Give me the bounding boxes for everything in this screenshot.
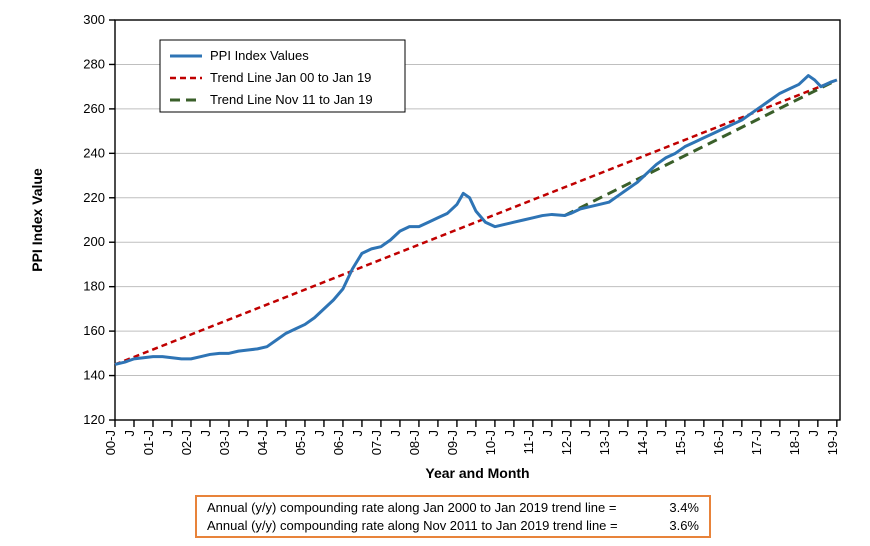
x-tick-label-minor: J xyxy=(768,430,783,437)
x-tick-label: 01-J xyxy=(141,430,156,455)
footer-row: Annual (y/y) compounding rate along Nov … xyxy=(207,517,699,535)
y-tick-label: 140 xyxy=(83,368,105,383)
x-tick-label-minor: J xyxy=(274,430,289,437)
x-tick-label: 10-J xyxy=(483,430,498,455)
x-tick-label: 17-J xyxy=(749,430,764,455)
y-tick-label: 260 xyxy=(83,101,105,116)
x-tick-label-minor: J xyxy=(578,430,593,437)
x-tick-label-minor: J xyxy=(654,430,669,437)
x-tick-label-minor: J xyxy=(122,430,137,437)
x-tick-label-minor: J xyxy=(540,430,555,437)
series-trend_late xyxy=(565,80,837,216)
x-tick-label-minor: J xyxy=(692,430,707,437)
footer-text: Annual (y/y) compounding rate along Jan … xyxy=(207,499,616,517)
ppi-chart: 120 140 160 180 200 220 240 260 280 300 00-J J 01-J J… xyxy=(0,0,870,490)
x-tick-label: 13-J xyxy=(597,430,612,455)
y-tick-label: 280 xyxy=(83,56,105,71)
x-tick-label-minor: J xyxy=(616,430,631,437)
x-tick-label: 11-J xyxy=(521,430,536,454)
x-tick-label-minor: J xyxy=(806,430,821,437)
x-tick-label-minor: J xyxy=(502,430,517,437)
y-tick-label: 180 xyxy=(83,279,105,294)
footer-rates-box: Annual (y/y) compounding rate along Jan … xyxy=(195,495,711,538)
x-tick-label: 07-J xyxy=(369,430,384,455)
legend-label: Trend Line Nov 11 to Jan 19 xyxy=(210,92,373,107)
x-tick-label-minor: J xyxy=(198,430,213,437)
x-tick-label: 03-J xyxy=(217,430,232,455)
x-tick-label: 12-J xyxy=(559,430,574,455)
legend-label: Trend Line Jan 00 to Jan 19 xyxy=(210,70,371,85)
x-tick-label-minor: J xyxy=(350,430,365,437)
x-tick-label-minor: J xyxy=(388,430,403,437)
footer-value: 3.4% xyxy=(669,499,699,517)
x-tick-label: 16-J xyxy=(711,430,726,455)
y-tick-label: 240 xyxy=(83,145,105,160)
x-tick-label: 15-J xyxy=(673,430,688,455)
x-tick-label-minor: J xyxy=(464,430,479,437)
y-tick-label: 120 xyxy=(83,412,105,427)
footer-row: Annual (y/y) compounding rate along Jan … xyxy=(207,499,699,517)
x-tick-label: 04-J xyxy=(255,430,270,455)
x-tick-label: 05-J xyxy=(293,430,308,455)
x-tick-label-minor: J xyxy=(160,430,175,437)
x-tick-label: 00-J xyxy=(103,430,118,455)
x-tick-label-minor: J xyxy=(312,430,327,437)
x-tick-label: 06-J xyxy=(331,430,346,455)
x-tick-label: 19-J xyxy=(825,430,840,455)
x-tick-label-minor: J xyxy=(426,430,441,437)
y-tick-label: 300 xyxy=(83,12,105,27)
y-tick-label: 220 xyxy=(83,190,105,205)
footer-text: Annual (y/y) compounding rate along Nov … xyxy=(207,517,618,535)
x-tick-label-minor: J xyxy=(236,430,251,437)
x-axis-label: Year and Month xyxy=(425,465,529,481)
series-trend_full xyxy=(115,80,837,364)
y-tick-label: 200 xyxy=(83,234,105,249)
y-axis-label: PPI Index Value xyxy=(29,168,45,272)
x-tick-label: 08-J xyxy=(407,430,422,455)
x-tick-label: 02-J xyxy=(179,430,194,455)
x-tick-label: 14-J xyxy=(635,430,650,455)
x-tick-label: 18-J xyxy=(787,430,802,455)
legend-label: PPI Index Values xyxy=(210,48,309,63)
series-ppi xyxy=(115,76,837,365)
footer-value: 3.6% xyxy=(669,517,699,535)
x-tick-label-minor: J xyxy=(730,430,745,437)
x-tick-label: 09-J xyxy=(445,430,460,455)
y-tick-label: 160 xyxy=(83,323,105,338)
